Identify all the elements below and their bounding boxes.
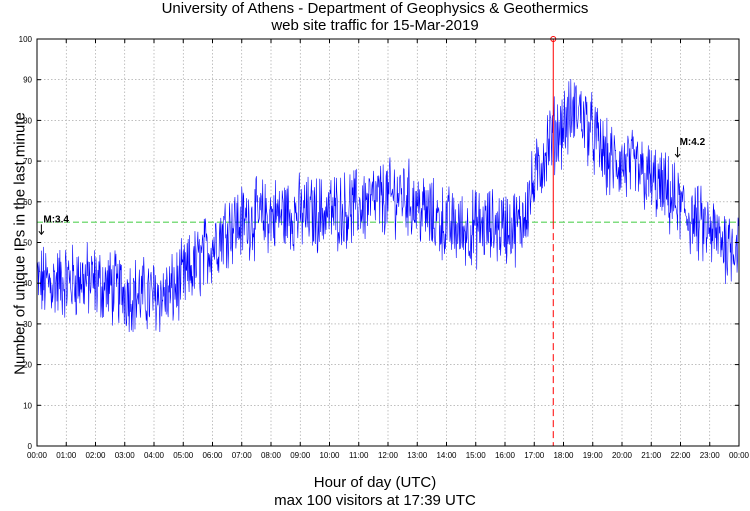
x-axis-label: Hour of day (UTC) [313,474,437,491]
y-tick-label: 80 [23,116,32,125]
chart-title-line-1: University of Athens - Department of Geo… [161,0,589,17]
y-tick-label: 0 [28,442,33,451]
annotation-arrow-head [38,231,45,236]
y-tick-label: 70 [23,157,32,166]
x-tick-label: 20:00 [612,451,633,460]
grid [37,38,739,446]
x-tick-label: 01:00 [56,451,77,460]
y-tick-label: 100 [19,35,33,44]
x-tick-label: 16:00 [495,451,516,460]
x-tick-label: 21:00 [641,451,662,460]
y-tick-label: 90 [23,76,32,85]
x-tick-label: 03:00 [115,451,136,460]
x-tick-label: 14:00 [436,451,457,460]
y-tick-label: 50 [23,239,32,248]
annotation-arrow-head [674,153,681,158]
x-tick-label: 05:00 [173,451,194,460]
x-tick-label: 09:00 [290,451,311,460]
traffic-series-line [36,79,739,333]
y-tick-label: 40 [23,279,32,288]
x-tick-label: 00:00 [729,451,750,460]
tick-layer: 00:00 01:00 02:00 03:00 04:00 05:00 06:00 07:00… [19,35,750,460]
x-tick-label: 02:00 [85,451,106,460]
x-tick-label: 12:00 [378,451,399,460]
x-tick-label: 04:00 [144,451,165,460]
x-axis-sublabel: max 100 visitors at 17:39 UTC [274,492,476,509]
x-tick-label: 17:00 [524,451,545,460]
x-tick-label: 08:00 [261,451,282,460]
y-axis-label: Number of unique IPs in the last minute [11,112,29,375]
series-layer [36,79,739,333]
annotation-label: M:4.2 [680,137,706,148]
chart-title-line-2: web site traffic for 15-Mar-2019 [271,17,479,34]
annotation-layer: M:3.4 M:4.2 [38,137,706,236]
x-tick-label: 10:00 [319,451,340,460]
y-tick-label: 30 [23,320,32,329]
y-tick-label: 20 [23,361,32,370]
annotation-label: M:3.4 [43,214,69,225]
x-tick-label: 19:00 [583,451,604,460]
x-tick-label: 13:00 [407,451,428,460]
x-tick-label: 15:00 [466,451,487,460]
x-tick-label: 07:00 [232,451,253,460]
x-tick-label: 11:00 [349,451,369,460]
y-tick-label: 10 [23,401,32,410]
x-tick-label: 00:00 [27,451,48,460]
marker-layer [550,36,557,446]
x-tick-label: 18:00 [553,451,574,460]
x-tick-label: 06:00 [202,451,223,460]
y-tick-label: 60 [23,198,32,207]
x-tick-label: 22:00 [670,451,691,460]
x-tick-label: 23:00 [700,451,721,460]
